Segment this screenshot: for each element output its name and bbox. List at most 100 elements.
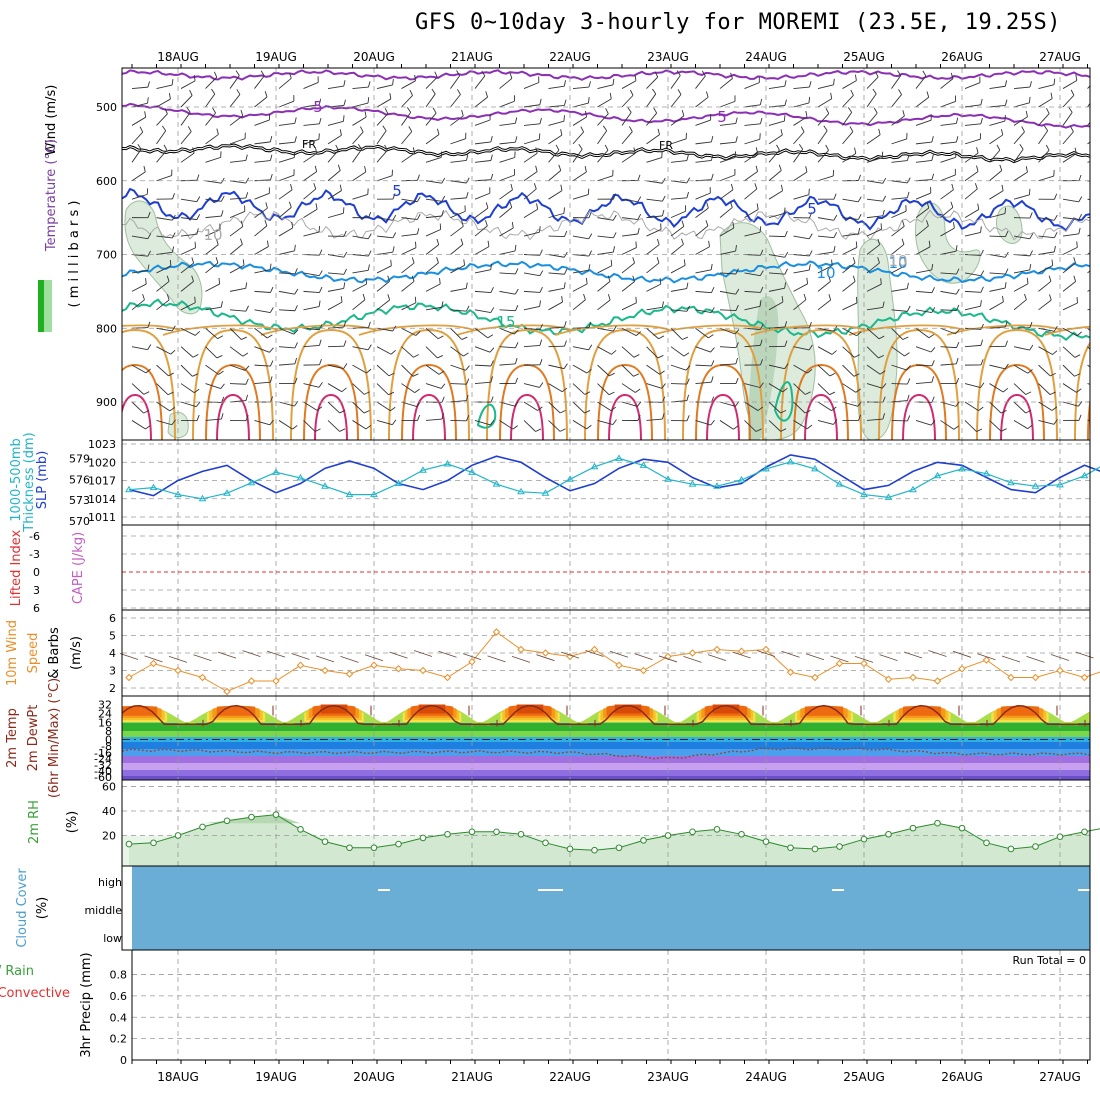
wind-barb-staff [891,265,906,274]
wind-barb-staff [303,272,320,277]
wind-barb-staff [1038,98,1053,108]
wind-barb [1013,96,1031,108]
wind-barb [303,286,323,293]
wind-barb-flag [360,126,364,133]
wind-barb-flag [539,226,541,233]
wind-barb-staff [352,269,369,274]
wind-barb [597,294,611,311]
wind-barb-staff [940,174,956,182]
wind-barb-flag [318,270,323,276]
wind-barb-flag [168,372,174,377]
wind-barb-staff [156,299,170,311]
wind-barb [499,357,518,366]
wind-barb [278,72,292,89]
wind-barb [474,154,493,163]
wind-barb-staff [768,149,780,163]
wind-barb-flag [412,147,416,154]
thickness-line [128,457,1100,500]
wind-barb-staff [376,281,390,292]
rh-point [321,838,329,845]
wind-barb-flag [980,117,983,124]
wind-barb-flag [653,107,658,114]
wind-barb-flag [759,270,764,276]
wind-barb-flag [559,409,566,414]
contour-label: 10 [816,264,835,282]
wind-barb-staff [940,141,957,145]
wind-barb [915,376,935,385]
wind-barb-flag [833,193,837,200]
wind-barb-staff [989,120,1005,126]
rh-point [1081,828,1088,836]
wind-barb-staff [866,112,878,126]
wind-barb-staff [989,401,1002,414]
wind-barb-flag [539,324,543,330]
wind-barb-staff [180,383,195,394]
wind-barb [719,183,734,200]
wind-barb-staff [254,119,270,126]
wind-barb-flag [637,414,641,421]
wind-barb-staff [989,383,1004,393]
wind-barb [303,203,318,219]
wind-barb [964,339,984,348]
wind-barb-flag [686,191,689,198]
wind-barb-staff [915,346,932,353]
wind-barb-flag [635,296,637,303]
wind-barb-flag [711,360,715,367]
wind-barb-flag [754,183,758,190]
wind-barb-flag [212,107,216,114]
wind-barb-staff [866,180,883,184]
wind-barb-flag [977,203,980,210]
wind-barb-staff [793,283,808,292]
rh-point [395,840,402,848]
wind-barb-flag [432,107,437,114]
wind-barb [891,238,905,255]
wind-barb [670,205,687,219]
wind-barb-staff [229,115,243,126]
wind-barb-staff [695,309,712,314]
wind-barb-staff [327,287,344,292]
wind-barb-staff [1038,113,1050,126]
wind-barb-flag [906,177,911,184]
wind-barb-staff [1087,327,1090,332]
wind-barb-flag [365,277,368,285]
wind-barb [376,214,397,221]
wind-barb-staff [621,364,634,377]
wind-barb [915,202,930,218]
wind-barb [646,327,665,340]
wind-barb-staff [793,401,806,414]
wind-barb [964,133,982,145]
wind-barb-staff [180,247,196,255]
thickness-point [615,454,623,461]
wind-barb [376,78,394,90]
rh-point [174,832,182,839]
wind-barb-flag [168,93,171,100]
wind-tick-label: 3 [109,665,116,678]
wind-speed-point [933,677,942,685]
wind-barb-flag [1093,89,1096,94]
wind-barb [621,383,641,393]
wind-barb-flag [269,263,272,270]
wind-barb-flag [854,147,857,154]
wind-barb-staff [156,265,172,274]
wind-barb-flag [441,210,444,217]
wind-barb [891,415,911,422]
wind-barb-flag [388,372,395,377]
wind-barb [866,327,885,340]
wind-barb-staff [670,210,686,219]
wind-barb [989,164,1003,182]
wind-barb [205,151,222,163]
wind-barb-flag [563,363,568,369]
thickness-point [370,490,378,498]
wind-speed-point [272,677,280,685]
wind-barb-staff [842,217,859,220]
wind-barb [891,327,909,340]
wind-barb [450,191,469,200]
wind-barb-flag [319,358,322,365]
wind-barb-staff [205,156,221,163]
wind-barb-staff [744,208,759,219]
wind-barb [131,233,152,240]
pressure-tick-label: 500 [96,101,117,114]
wind-barb-flag [686,394,690,401]
wind-barb-staff [915,364,933,367]
rh-shading [857,238,898,440]
